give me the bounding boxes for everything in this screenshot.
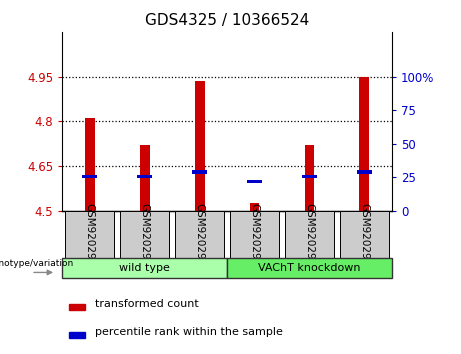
Bar	[137, 175, 152, 178]
Title: GDS4325 / 10366524: GDS4325 / 10366524	[145, 13, 309, 28]
Bar	[305, 145, 314, 211]
Text: GSM920291: GSM920291	[85, 203, 95, 266]
Bar	[85, 118, 95, 211]
Text: percentile rank within the sample: percentile rank within the sample	[95, 327, 283, 337]
FancyBboxPatch shape	[227, 258, 392, 278]
Bar	[69, 304, 85, 310]
Bar	[192, 170, 207, 174]
FancyBboxPatch shape	[65, 211, 114, 258]
Bar	[195, 81, 205, 211]
Text: VAChT knockdown: VAChT knockdown	[258, 263, 361, 273]
FancyBboxPatch shape	[120, 211, 169, 258]
Text: genotype/variation: genotype/variation	[0, 259, 74, 268]
FancyBboxPatch shape	[285, 211, 334, 258]
Bar	[249, 203, 260, 211]
Bar	[69, 332, 85, 338]
Bar	[247, 179, 262, 183]
FancyBboxPatch shape	[62, 258, 227, 278]
Text: transformed count: transformed count	[95, 299, 199, 309]
Bar	[140, 145, 149, 211]
FancyBboxPatch shape	[340, 211, 389, 258]
Text: wild type: wild type	[119, 263, 170, 273]
Text: GSM920295: GSM920295	[304, 203, 314, 266]
FancyBboxPatch shape	[230, 211, 279, 258]
Text: GSM920296: GSM920296	[360, 203, 369, 266]
Text: GSM920292: GSM920292	[140, 203, 150, 266]
Text: GSM920294: GSM920294	[249, 203, 260, 266]
Text: GSM920293: GSM920293	[195, 203, 205, 266]
Bar	[357, 170, 372, 174]
FancyBboxPatch shape	[175, 211, 225, 258]
Bar	[360, 76, 369, 211]
Bar	[302, 175, 317, 178]
Bar	[82, 175, 97, 178]
